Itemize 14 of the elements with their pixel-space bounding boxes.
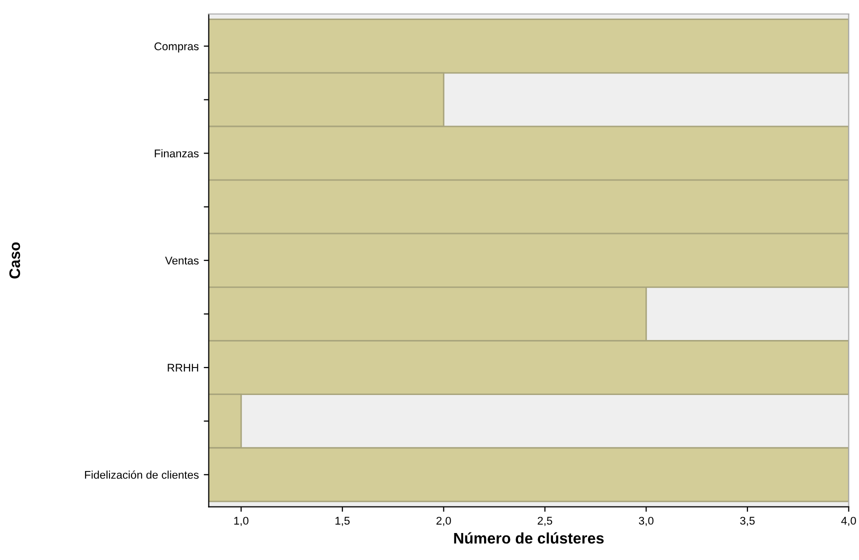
x-tick-label: 3,0	[638, 516, 654, 526]
y-tick-label: Finanzas	[154, 149, 199, 158]
x-tick-label: 1,0	[234, 516, 248, 526]
x-tick-label: 4,0	[841, 516, 856, 526]
y-tick-label: Fidelización de clientes	[85, 470, 199, 479]
y-tick-label: RRHH	[168, 364, 198, 372]
x-tick-label: 1,5	[336, 516, 350, 526]
x-tick-label: 3,5	[740, 516, 755, 526]
x-axis-title: Número de clústeres	[454, 532, 604, 544]
x-tick-label: 2,5	[538, 516, 552, 526]
y-tick-label: Ventas	[165, 256, 199, 265]
y-tick-label: Compras	[154, 42, 199, 52]
x-tick-label: 2,0	[436, 516, 451, 526]
y-axis-title: Caso	[9, 242, 20, 278]
